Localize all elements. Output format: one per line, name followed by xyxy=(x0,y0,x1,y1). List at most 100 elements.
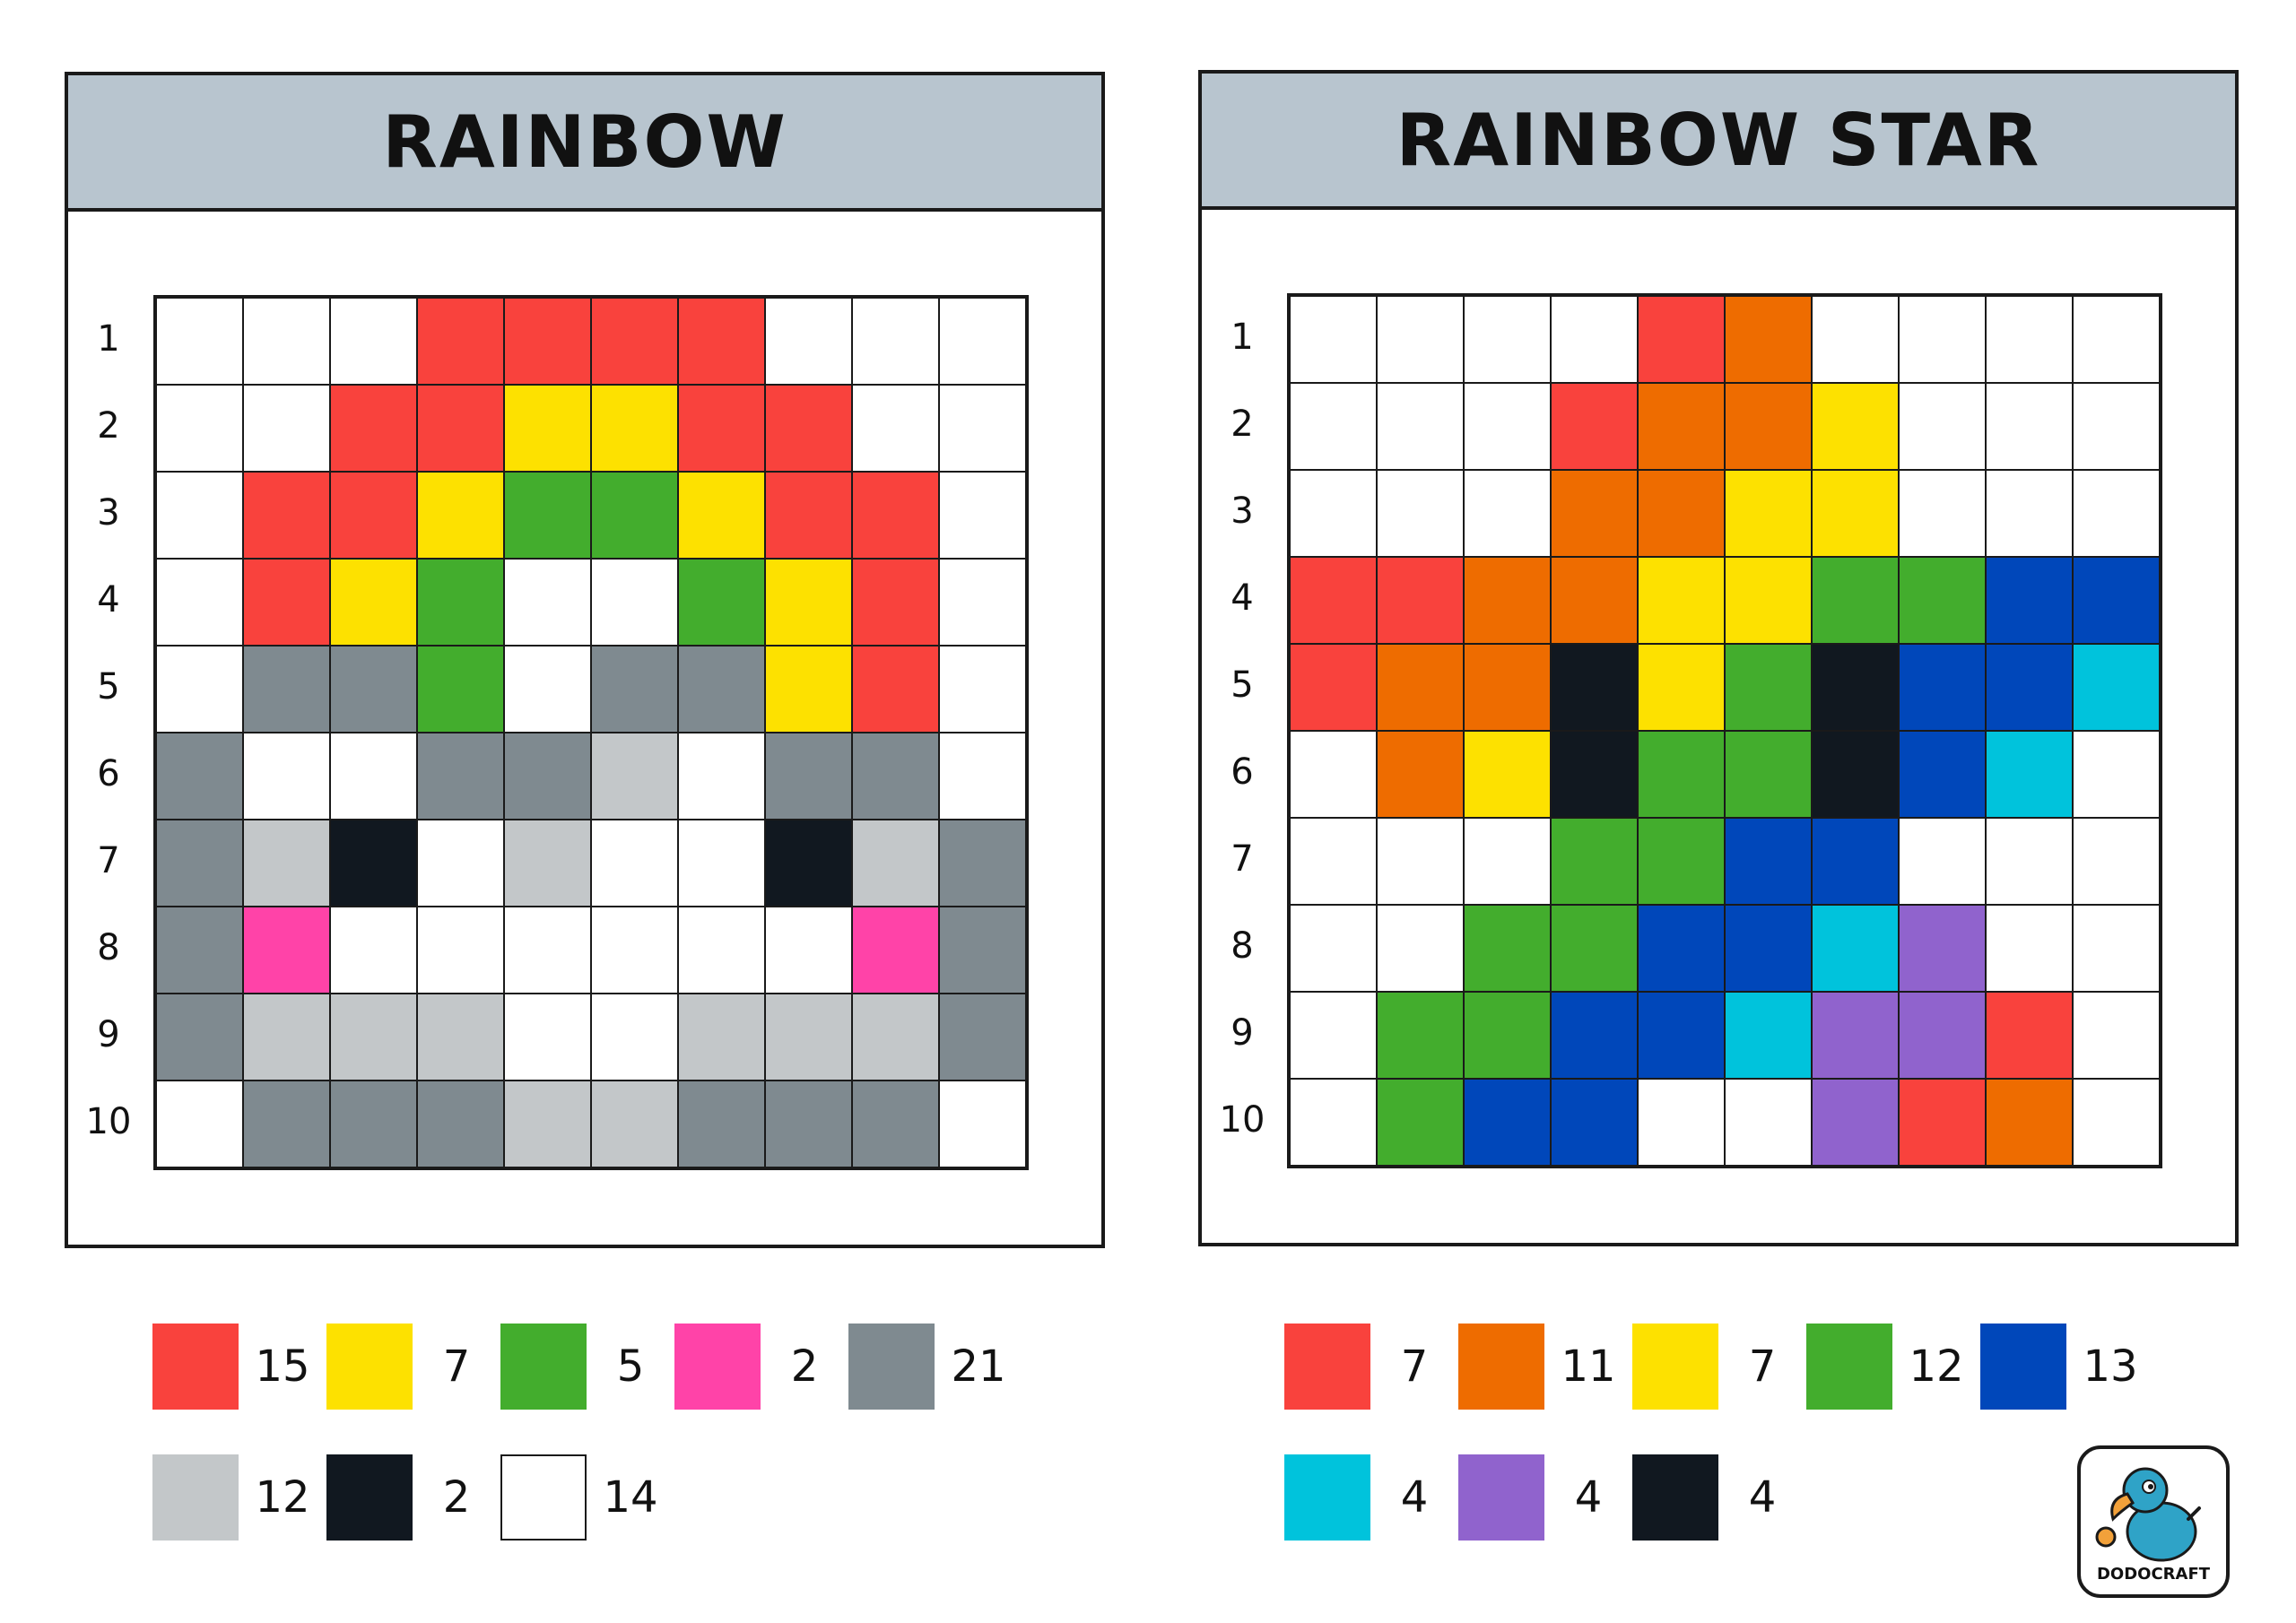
grid-cell-C4[interactable] xyxy=(330,559,417,646)
grid-cell-D3[interactable] xyxy=(417,472,504,559)
grid-cell-A2[interactable] xyxy=(156,385,243,472)
grid-cell-B1[interactable] xyxy=(1377,296,1464,383)
grid-cell-G10[interactable] xyxy=(678,1081,765,1167)
grid-cell-J8[interactable] xyxy=(2073,905,2160,992)
grid-cell-J5[interactable] xyxy=(2073,644,2160,731)
grid-cell-J6[interactable] xyxy=(939,733,1026,820)
grid-cell-J3[interactable] xyxy=(939,472,1026,559)
grid-cell-H9[interactable] xyxy=(1899,992,1986,1079)
grid-cell-C1[interactable] xyxy=(330,298,417,385)
grid-cell-E9[interactable] xyxy=(1638,992,1725,1079)
grid-cell-A5[interactable] xyxy=(156,646,243,733)
grid-cell-A1[interactable] xyxy=(1290,296,1377,383)
grid-cell-H4[interactable] xyxy=(1899,557,1986,644)
grid-cell-C1[interactable] xyxy=(1464,296,1551,383)
grid-cell-C7[interactable] xyxy=(1464,818,1551,905)
grid-cell-D5[interactable] xyxy=(1551,644,1638,731)
grid-cell-H4[interactable] xyxy=(765,559,852,646)
grid-cell-B8[interactable] xyxy=(1377,905,1464,992)
grid-cell-G4[interactable] xyxy=(1812,557,1899,644)
grid-cell-I9[interactable] xyxy=(1986,992,2073,1079)
grid-cell-G5[interactable] xyxy=(1812,644,1899,731)
grid-cell-E8[interactable] xyxy=(504,907,591,994)
grid-cell-B9[interactable] xyxy=(243,994,330,1081)
grid-cell-E1[interactable] xyxy=(1638,296,1725,383)
grid-cell-D1[interactable] xyxy=(1551,296,1638,383)
grid-cell-H9[interactable] xyxy=(765,994,852,1081)
grid-cell-I8[interactable] xyxy=(852,907,939,994)
grid-cell-A4[interactable] xyxy=(156,559,243,646)
grid-cell-I5[interactable] xyxy=(1986,644,2073,731)
grid-cell-A5[interactable] xyxy=(1290,644,1377,731)
grid-cell-F2[interactable] xyxy=(1725,383,1812,470)
grid-cell-D5[interactable] xyxy=(417,646,504,733)
grid-cell-H7[interactable] xyxy=(765,820,852,907)
grid-cell-I3[interactable] xyxy=(852,472,939,559)
grid-cell-B2[interactable] xyxy=(243,385,330,472)
grid-cell-A6[interactable] xyxy=(156,733,243,820)
grid-cell-E2[interactable] xyxy=(1638,383,1725,470)
grid-cell-H1[interactable] xyxy=(765,298,852,385)
grid-cell-C9[interactable] xyxy=(1464,992,1551,1079)
grid-cell-G8[interactable] xyxy=(678,907,765,994)
grid-cell-E2[interactable] xyxy=(504,385,591,472)
grid-cell-C10[interactable] xyxy=(330,1081,417,1167)
grid-cell-G9[interactable] xyxy=(678,994,765,1081)
grid-cell-I4[interactable] xyxy=(1986,557,2073,644)
grid-cell-A8[interactable] xyxy=(156,907,243,994)
grid-cell-F6[interactable] xyxy=(591,733,678,820)
grid-cell-I6[interactable] xyxy=(852,733,939,820)
grid-cell-B2[interactable] xyxy=(1377,383,1464,470)
grid-cell-J7[interactable] xyxy=(939,820,1026,907)
grid-cell-C4[interactable] xyxy=(1464,557,1551,644)
grid-cell-I1[interactable] xyxy=(1986,296,2073,383)
grid-cell-A3[interactable] xyxy=(1290,470,1377,557)
grid-cell-I10[interactable] xyxy=(852,1081,939,1167)
grid-cell-H5[interactable] xyxy=(1899,644,1986,731)
grid-cell-J6[interactable] xyxy=(2073,731,2160,818)
grid-cell-D2[interactable] xyxy=(1551,383,1638,470)
grid-cell-B6[interactable] xyxy=(243,733,330,820)
grid-cell-J2[interactable] xyxy=(2073,383,2160,470)
grid-cell-G3[interactable] xyxy=(678,472,765,559)
grid-cell-H6[interactable] xyxy=(765,733,852,820)
grid-cell-A10[interactable] xyxy=(156,1081,243,1167)
grid-cell-C3[interactable] xyxy=(1464,470,1551,557)
grid-cell-E7[interactable] xyxy=(504,820,591,907)
grid-cell-A9[interactable] xyxy=(156,994,243,1081)
grid-cell-G6[interactable] xyxy=(678,733,765,820)
grid-cell-D8[interactable] xyxy=(1551,905,1638,992)
grid-cell-D6[interactable] xyxy=(1551,731,1638,818)
grid-cell-I3[interactable] xyxy=(1986,470,2073,557)
grid-cell-A7[interactable] xyxy=(156,820,243,907)
grid-cell-B3[interactable] xyxy=(1377,470,1464,557)
grid-cell-C5[interactable] xyxy=(1464,644,1551,731)
grid-cell-F3[interactable] xyxy=(591,472,678,559)
grid-cell-G8[interactable] xyxy=(1812,905,1899,992)
grid-cell-E1[interactable] xyxy=(504,298,591,385)
grid-cell-E7[interactable] xyxy=(1638,818,1725,905)
grid-cell-J7[interactable] xyxy=(2073,818,2160,905)
grid-cell-H5[interactable] xyxy=(765,646,852,733)
grid-cell-A2[interactable] xyxy=(1290,383,1377,470)
grid-cell-A6[interactable] xyxy=(1290,731,1377,818)
grid-cell-H8[interactable] xyxy=(765,907,852,994)
grid-cell-J10[interactable] xyxy=(939,1081,1026,1167)
grid-cell-I2[interactable] xyxy=(1986,383,2073,470)
grid-cell-C10[interactable] xyxy=(1464,1079,1551,1166)
grid-cell-B4[interactable] xyxy=(1377,557,1464,644)
grid-cell-C7[interactable] xyxy=(330,820,417,907)
grid-cell-A8[interactable] xyxy=(1290,905,1377,992)
grid-cell-G7[interactable] xyxy=(678,820,765,907)
grid-cell-G9[interactable] xyxy=(1812,992,1899,1079)
grid-cell-E4[interactable] xyxy=(504,559,591,646)
grid-cell-B5[interactable] xyxy=(243,646,330,733)
grid-cell-D10[interactable] xyxy=(417,1081,504,1167)
grid-cell-F6[interactable] xyxy=(1725,731,1812,818)
grid-cell-D4[interactable] xyxy=(1551,557,1638,644)
grid-cell-F7[interactable] xyxy=(1725,818,1812,905)
grid-cell-B9[interactable] xyxy=(1377,992,1464,1079)
grid-cell-E9[interactable] xyxy=(504,994,591,1081)
grid-cell-B10[interactable] xyxy=(243,1081,330,1167)
grid-cell-A10[interactable] xyxy=(1290,1079,1377,1166)
